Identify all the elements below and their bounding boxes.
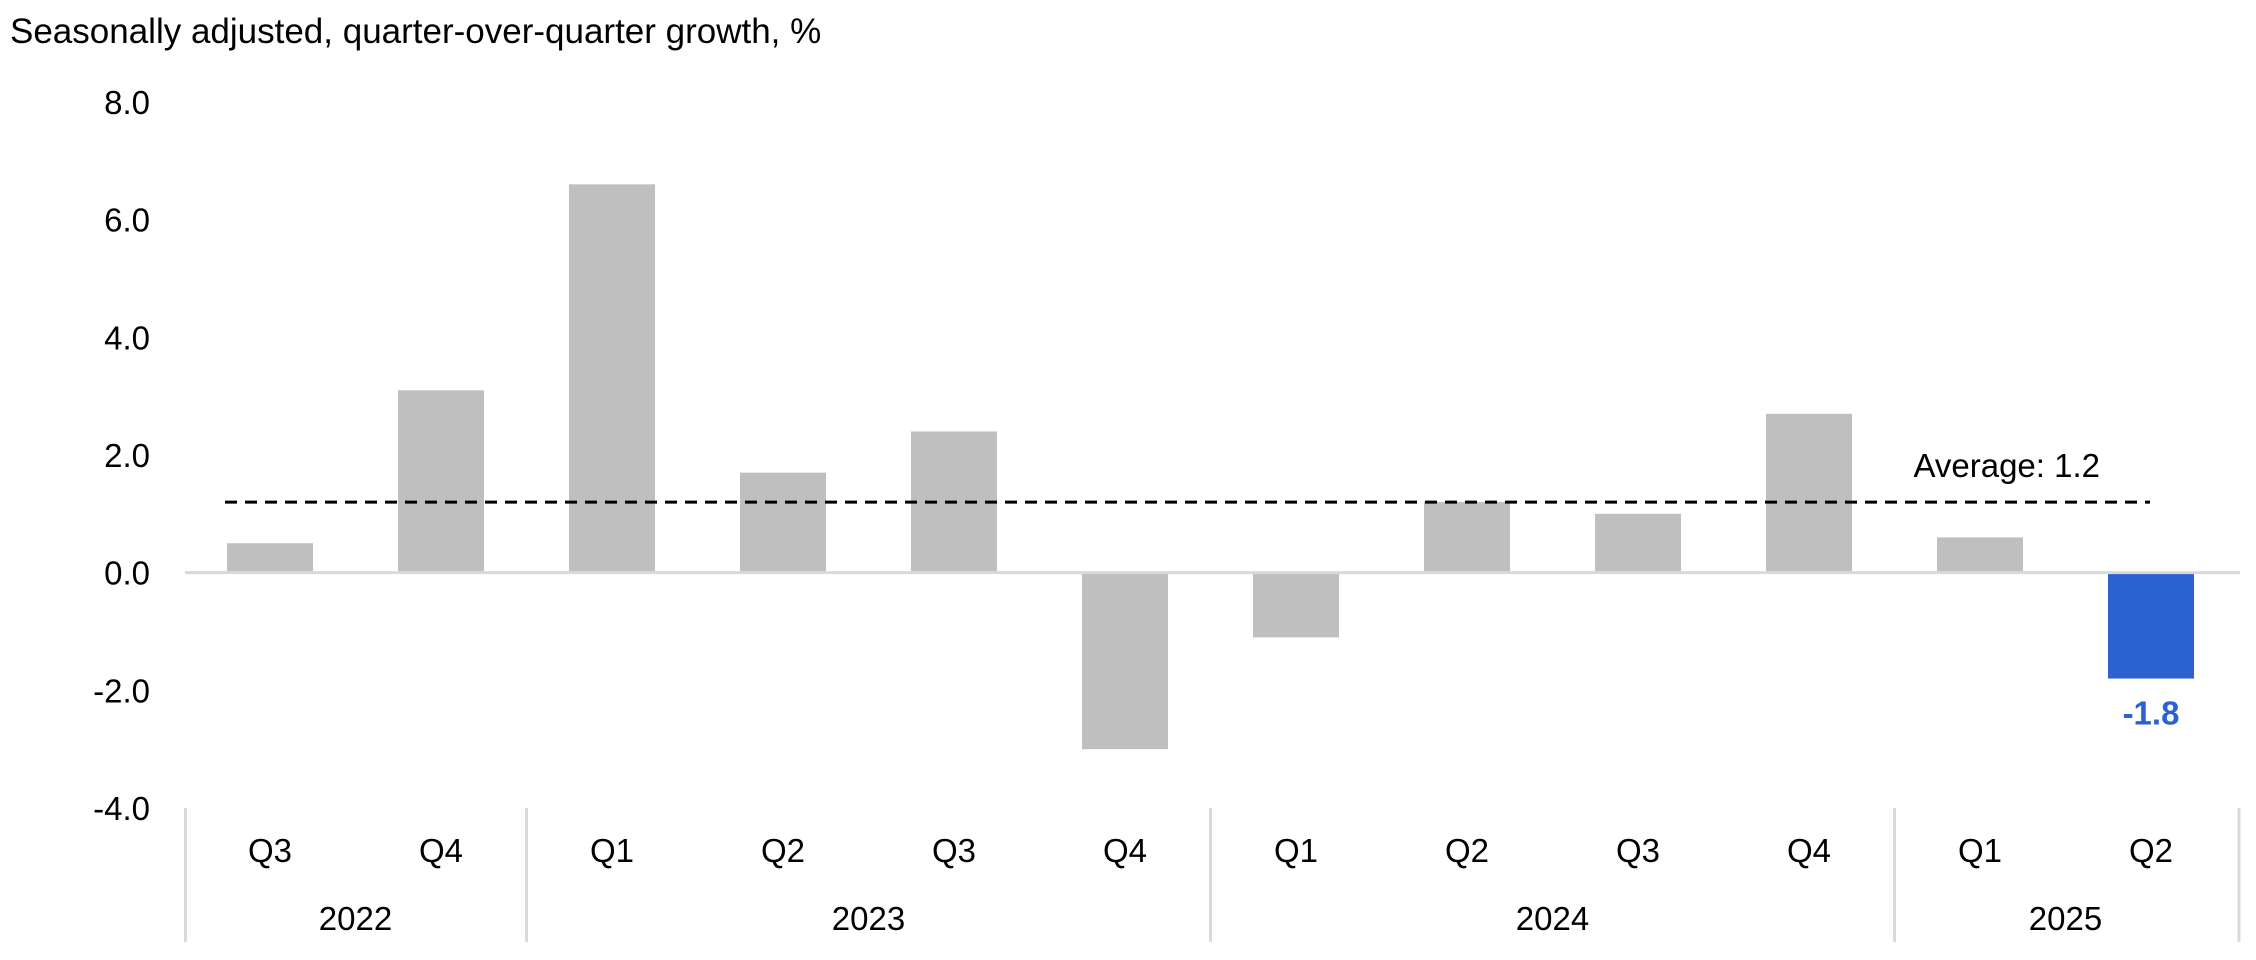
x-tick-label: Q2 — [1445, 832, 1489, 869]
y-axis-ticks: 8.0 6.0 4.0 2.0 0.0 -2.0 -4.0 — [93, 84, 150, 827]
x-tick-label: Q4 — [1103, 832, 1147, 869]
x-group-label: 2024 — [1516, 900, 1589, 937]
y-tick-label: -2.0 — [93, 672, 150, 709]
y-tick-label: 4.0 — [104, 319, 150, 356]
x-group-label: 2022 — [319, 900, 392, 937]
x-axis-labels: Q3 Q4 Q1 Q2 Q3 Q4 Q1 Q2 Q3 Q4 Q1 Q2 2022 2023 2024 2025 — [184, 808, 2241, 942]
bar — [1424, 502, 1510, 573]
bar — [1253, 572, 1339, 638]
bar — [1082, 572, 1168, 750]
bar — [740, 472, 826, 573]
y-tick-label: 6.0 — [104, 202, 150, 239]
average-label: Average: 1.2 — [1913, 447, 2100, 484]
highlight-data-label: -1.8 — [2123, 695, 2180, 732]
bar — [398, 390, 484, 573]
bar — [569, 184, 655, 573]
x-group-label: 2023 — [832, 900, 905, 937]
bars: -1.8 — [227, 184, 2194, 750]
chart-title: Seasonally adjusted, quarter-over-quarte… — [10, 12, 822, 51]
x-tick-label: Q3 — [248, 832, 292, 869]
y-tick-label: 8.0 — [104, 84, 150, 121]
x-tick-label: Q1 — [1274, 832, 1318, 869]
y-tick-label: 2.0 — [104, 437, 150, 474]
bar — [1937, 537, 2023, 573]
x-tick-label: Q2 — [2129, 832, 2173, 869]
x-tick-label: Q1 — [590, 832, 634, 869]
y-tick-label: -4.0 — [93, 790, 150, 827]
x-tick-label: Q3 — [1616, 832, 1660, 869]
y-tick-label: 0.0 — [104, 555, 150, 592]
highlighted-bar — [2108, 572, 2194, 679]
x-tick-label: Q1 — [1958, 832, 2002, 869]
x-tick-label: Q4 — [1787, 832, 1831, 869]
x-tick-label: Q3 — [932, 832, 976, 869]
average-line-group: Average: 1.2 — [225, 447, 2150, 504]
bar — [1766, 413, 1852, 573]
bar — [227, 543, 313, 573]
x-tick-label: Q4 — [419, 832, 463, 869]
bar — [1595, 513, 1681, 573]
x-tick-label: Q2 — [761, 832, 805, 869]
x-group-label: 2025 — [2029, 900, 2102, 937]
